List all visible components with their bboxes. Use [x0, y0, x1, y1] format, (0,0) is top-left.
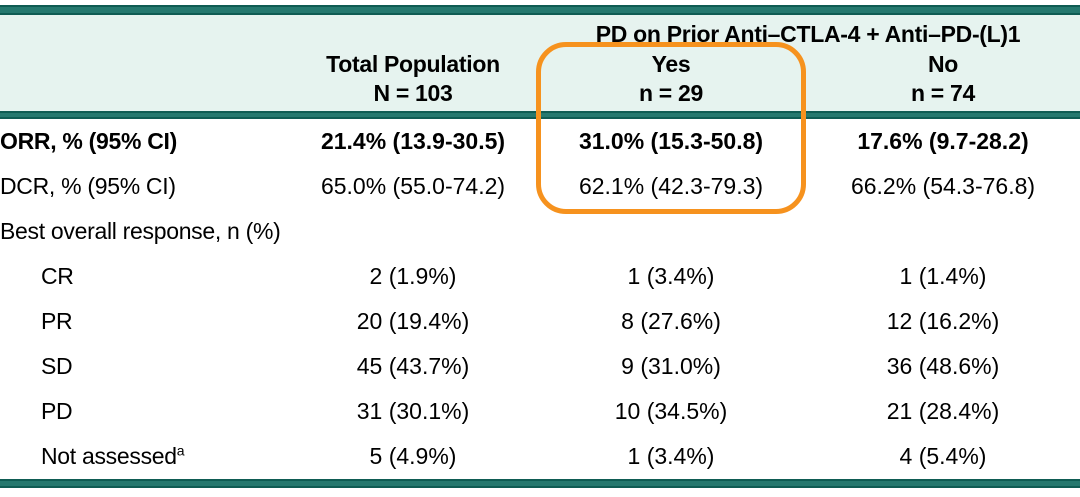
top-border-rule	[0, 5, 1080, 15]
cell-total: 65.0% (55.0-74.2)	[320, 173, 506, 199]
cell-total: 20 (19.4%)	[356, 308, 470, 334]
cell-yes	[536, 209, 806, 254]
span-header-title: PD on Prior Anti–CTLA-4 + Anti–PD-(L)1	[595, 21, 1021, 47]
row-label-text: Not assessed	[41, 443, 177, 469]
row-label: DCR, % (95% CI)	[0, 173, 176, 199]
cell-no: 4 (5.4%)	[899, 443, 987, 469]
column-header-yes: Yes n = 29	[536, 50, 806, 108]
row-label: Best overall response, n (%)	[0, 218, 281, 244]
row-label: PR	[41, 308, 73, 334]
cell-yes: 9 (31.0%)	[621, 353, 721, 379]
row-label: PD	[41, 398, 73, 424]
footnote-marker: a	[176, 442, 185, 459]
column-header-total-population: Total Population N = 103	[290, 50, 536, 108]
row-label: Not assesseda	[0, 434, 290, 479]
table-row-cr: CR 2 (1.9%) 1 (3.4%) 1 (1.4%)	[0, 254, 1080, 299]
cell-yes: 1 (3.4%)	[627, 263, 715, 289]
cell-no: 17.6% (9.7-28.2)	[857, 128, 1029, 154]
cell-yes: 1 (3.4%)	[627, 443, 715, 469]
table-row-sd: SD 45 (43.7%) 9 (31.0%) 36 (48.6%)	[0, 344, 1080, 389]
cell-yes: 10 (34.5%)	[614, 398, 728, 424]
column-sublabel: N = 103	[373, 80, 453, 106]
cell-yes: 62.1% (42.3-79.3)	[578, 173, 764, 199]
table-row-pd: PD 31 (30.1%) 10 (34.5%) 21 (28.4%)	[0, 389, 1080, 434]
table-row-pr: PR 20 (19.4%) 8 (27.6%) 12 (16.2%)	[0, 299, 1080, 344]
table-body: ORR, % (95% CI) 21.4% (13.9-30.5) 31.0% …	[0, 119, 1080, 479]
cell-total	[290, 209, 536, 254]
cell-no	[806, 209, 1080, 254]
table-header: PD on Prior Anti–CTLA-4 + Anti–PD-(L)1 T…	[0, 15, 1080, 111]
cell-total: 2 (1.9%)	[369, 263, 457, 289]
cell-no: 66.2% (54.3-76.8)	[850, 173, 1036, 199]
cell-total: 31 (30.1%)	[356, 398, 470, 424]
cell-no: 12 (16.2%)	[886, 308, 1000, 334]
column-sublabel: n = 29	[638, 80, 704, 106]
table-row-not-assessed: Not assesseda 5 (4.9%) 1 (3.4%) 4 (5.4%)	[0, 434, 1080, 479]
column-sublabel: n = 74	[910, 80, 976, 106]
table-row-orr: ORR, % (95% CI) 21.4% (13.9-30.5) 31.0% …	[0, 119, 1080, 164]
cell-total: 21.4% (13.9-30.5)	[320, 128, 506, 154]
column-header-no: No n = 74	[806, 50, 1080, 108]
column-label: No	[927, 51, 959, 77]
table-row-best-overall-response: Best overall response, n (%)	[0, 209, 1080, 254]
header-span-row: PD on Prior Anti–CTLA-4 + Anti–PD-(L)1	[0, 15, 1080, 47]
cell-no: 36 (48.6%)	[886, 353, 1000, 379]
cell-total: 45 (43.7%)	[356, 353, 470, 379]
row-label: SD	[41, 353, 73, 379]
cell-no: 1 (1.4%)	[899, 263, 987, 289]
row-label: CR	[41, 263, 74, 289]
cell-yes: 8 (27.6%)	[621, 308, 721, 334]
table-row-dcr: DCR, % (95% CI) 65.0% (55.0-74.2) 62.1% …	[0, 164, 1080, 209]
header-columns-row: Total Population N = 103 Yes n = 29 No n…	[0, 47, 1080, 111]
column-label: Yes	[651, 51, 691, 77]
column-label: Total Population	[326, 51, 500, 77]
bottom-border-rule	[0, 479, 1080, 488]
cell-no: 21 (28.4%)	[886, 398, 1000, 424]
cell-total: 5 (4.9%)	[369, 443, 457, 469]
header-divider-rule	[0, 111, 1080, 119]
row-label: ORR, % (95% CI)	[0, 128, 177, 154]
cell-yes: 31.0% (15.3-50.8)	[578, 128, 764, 154]
